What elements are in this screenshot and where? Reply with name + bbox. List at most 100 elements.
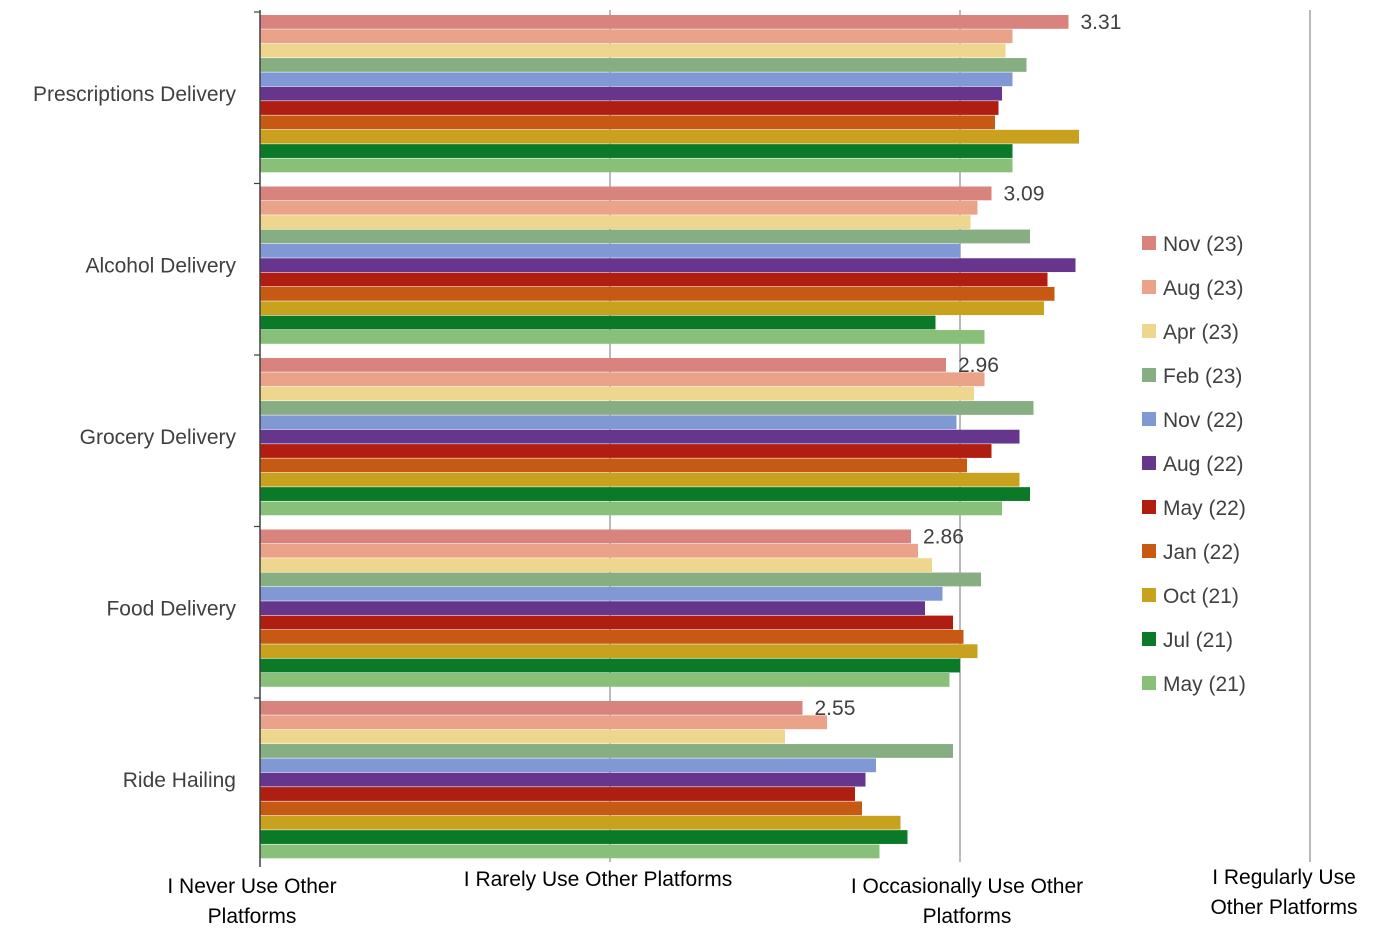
legend-label-may-22: May (22) bbox=[1163, 497, 1246, 520]
bar-prescriptions-delivery-jul-21 bbox=[260, 144, 1013, 158]
bar-prescriptions-delivery-nov-22 bbox=[260, 72, 1013, 87]
bar-grocery-delivery-aug-22 bbox=[260, 429, 1020, 444]
bar-food-delivery-oct-21 bbox=[260, 644, 978, 659]
legend-swatch-may-22 bbox=[1142, 500, 1156, 514]
bar-food-delivery-nov-22 bbox=[260, 586, 943, 601]
bar-alcohol-delivery-jul-21 bbox=[260, 315, 936, 330]
legend-swatch-jan-22 bbox=[1142, 544, 1156, 558]
legend-label-nov-22: Nov (22) bbox=[1163, 409, 1244, 432]
bar-ride-hailing-may-21 bbox=[260, 844, 880, 859]
bar-ride-hailing-jul-21 bbox=[260, 830, 908, 844]
x-tick-label-line: Platforms bbox=[923, 905, 1012, 928]
bar-prescriptions-delivery-aug-22 bbox=[260, 86, 1002, 101]
bar-food-delivery-jul-21 bbox=[260, 658, 960, 673]
bar-alcohol-delivery-may-22 bbox=[260, 272, 1048, 287]
bar-food-delivery-may-21 bbox=[260, 673, 950, 687]
legend-label-feb-23: Feb (23) bbox=[1163, 365, 1242, 388]
x-tick-label-line: I Regularly Use bbox=[1212, 866, 1356, 889]
category-label-grocery-delivery: Grocery Delivery bbox=[80, 426, 237, 449]
category-label-food-delivery: Food Delivery bbox=[106, 597, 236, 620]
bar-grocery-delivery-may-22 bbox=[260, 444, 992, 458]
bar-grocery-delivery-oct-21 bbox=[260, 472, 1020, 487]
bar-alcohol-delivery-aug-23 bbox=[260, 200, 978, 215]
bar-prescriptions-delivery-may-21 bbox=[260, 158, 1013, 173]
x-tick-label-i-rarely-use-other-platforms: I Rarely Use Other Platforms bbox=[464, 868, 732, 891]
bar-alcohol-delivery-nov-23 bbox=[260, 186, 992, 201]
bar-prescriptions-delivery-apr-23 bbox=[260, 43, 1006, 58]
bar-prescriptions-delivery-aug-23 bbox=[260, 29, 1013, 44]
bar-grocery-delivery-aug-23 bbox=[260, 372, 985, 387]
legend-swatch-feb-23 bbox=[1142, 368, 1156, 382]
bar-prescriptions-delivery-may-22 bbox=[260, 101, 999, 115]
bar-ride-hailing-apr-23 bbox=[260, 729, 785, 744]
bar-food-delivery-jan-22 bbox=[260, 629, 964, 644]
x-tick-label-line: Platforms bbox=[208, 905, 297, 928]
bars bbox=[260, 15, 1079, 859]
legend-swatch-apr-23 bbox=[1142, 324, 1156, 338]
bar-food-delivery-apr-23 bbox=[260, 558, 932, 572]
legend-label-aug-22: Aug (22) bbox=[1163, 453, 1244, 476]
legend-label-jul-21: Jul (21) bbox=[1163, 629, 1233, 652]
bar-grocery-delivery-jul-21 bbox=[260, 487, 1030, 501]
x-tick-label-line: I Occasionally Use Other bbox=[851, 875, 1083, 898]
legend-label-oct-21: Oct (21) bbox=[1163, 585, 1239, 608]
bar-ride-hailing-jan-22 bbox=[260, 801, 862, 816]
legend-label-aug-23: Aug (23) bbox=[1163, 277, 1244, 300]
category-label-alcohol-delivery: Alcohol Delivery bbox=[85, 254, 236, 277]
bar-ride-hailing-aug-23 bbox=[260, 715, 827, 730]
legend-swatch-jul-21 bbox=[1142, 632, 1156, 646]
category-label-ride-hailing: Ride Hailing bbox=[123, 769, 236, 792]
bar-prescriptions-delivery-oct-21 bbox=[260, 129, 1079, 144]
x-tick-label-line: I Never Use Other bbox=[167, 875, 336, 898]
data-label-food-delivery: 2.86 bbox=[923, 525, 964, 548]
bar-grocery-delivery-apr-23 bbox=[260, 386, 974, 401]
bar-grocery-delivery-may-21 bbox=[260, 501, 1002, 516]
legend-swatch-nov-22 bbox=[1142, 412, 1156, 426]
bar-alcohol-delivery-feb-23 bbox=[260, 229, 1030, 244]
legend-label-apr-23: Apr (23) bbox=[1163, 321, 1239, 344]
bar-alcohol-delivery-aug-22 bbox=[260, 258, 1076, 273]
bar-ride-hailing-may-22 bbox=[260, 787, 855, 801]
bar-alcohol-delivery-oct-21 bbox=[260, 301, 1044, 316]
legend: Nov (23) Aug (23) Apr (23) Feb (23) Nov (22)… bbox=[1142, 233, 1246, 696]
x-tick-label-i-never-use-other-platforms: I Never Use Other Platforms bbox=[167, 875, 336, 928]
legend-swatch-nov-23 bbox=[1142, 236, 1156, 250]
bar-ride-hailing-nov-22 bbox=[260, 758, 876, 773]
legend-swatch-oct-21 bbox=[1142, 588, 1156, 602]
bar-ride-hailing-nov-23 bbox=[260, 701, 803, 715]
bar-prescriptions-delivery-jan-22 bbox=[260, 115, 995, 130]
x-tick-label-i-regularly-use-other-platforms: I Regularly Use Other Platforms bbox=[1210, 866, 1357, 919]
data-label-prescriptions-delivery: 3.31 bbox=[1081, 11, 1122, 34]
bar-prescriptions-delivery-nov-23 bbox=[260, 15, 1069, 29]
data-label-ride-hailing: 2.55 bbox=[815, 697, 856, 720]
legend-label-may-21: May (21) bbox=[1163, 673, 1246, 696]
bar-ride-hailing-aug-22 bbox=[260, 772, 866, 787]
bar-ride-hailing-feb-23 bbox=[260, 744, 953, 758]
bar-prescriptions-delivery-feb-23 bbox=[260, 58, 1027, 72]
bar-food-delivery-aug-22 bbox=[260, 601, 925, 616]
legend-label-jan-22: Jan (22) bbox=[1163, 541, 1240, 564]
bar-alcohol-delivery-may-21 bbox=[260, 330, 985, 344]
bar-food-delivery-nov-23 bbox=[260, 529, 911, 544]
labels: 3.31 3.09 2.96 2.86 2.55 Prescriptions Delive… bbox=[33, 11, 1358, 928]
bar-alcohol-delivery-nov-22 bbox=[260, 243, 960, 258]
legend-swatch-may-21 bbox=[1142, 676, 1156, 690]
bar-grocery-delivery-nov-22 bbox=[260, 415, 957, 430]
bar-food-delivery-may-22 bbox=[260, 615, 953, 630]
bar-grocery-delivery-feb-23 bbox=[260, 401, 1034, 415]
bar-grocery-delivery-nov-23 bbox=[260, 358, 946, 372]
axes bbox=[254, 10, 261, 867]
legend-swatch-aug-22 bbox=[1142, 456, 1156, 470]
bar-food-delivery-aug-23 bbox=[260, 543, 918, 558]
x-tick-label-line: I Rarely Use Other Platforms bbox=[464, 868, 732, 891]
bar-grocery-delivery-jan-22 bbox=[260, 458, 967, 473]
x-tick-label-line: Other Platforms bbox=[1210, 896, 1357, 919]
bar-alcohol-delivery-jan-22 bbox=[260, 286, 1055, 301]
bar-alcohol-delivery-apr-23 bbox=[260, 215, 971, 229]
category-label-prescriptions-delivery: Prescriptions Delivery bbox=[33, 83, 237, 106]
x-tick-label-i-occasionally-use-other-platforms: I Occasionally Use Other Platforms bbox=[851, 875, 1083, 928]
data-label-grocery-delivery: 2.96 bbox=[958, 354, 999, 377]
bar-food-delivery-feb-23 bbox=[260, 572, 981, 587]
